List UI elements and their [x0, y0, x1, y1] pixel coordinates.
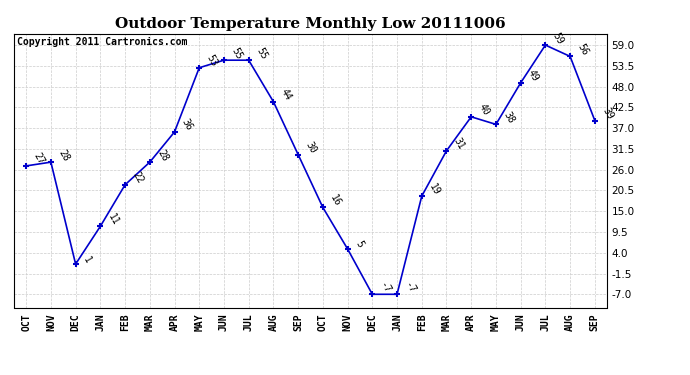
Text: 11: 11 — [106, 212, 121, 227]
Text: 31: 31 — [452, 136, 466, 152]
Title: Outdoor Temperature Monthly Low 20111006: Outdoor Temperature Monthly Low 20111006 — [115, 17, 506, 31]
Text: 28: 28 — [155, 148, 170, 163]
Text: 36: 36 — [180, 117, 195, 132]
Text: 38: 38 — [502, 110, 516, 125]
Text: 27: 27 — [32, 152, 46, 166]
Text: Copyright 2011 Cartronics.com: Copyright 2011 Cartronics.com — [17, 36, 187, 46]
Text: 5: 5 — [353, 240, 365, 250]
Text: -7: -7 — [378, 280, 393, 295]
Text: 53: 53 — [205, 53, 219, 68]
Text: 56: 56 — [575, 42, 590, 57]
Text: 28: 28 — [57, 148, 71, 163]
Text: 40: 40 — [477, 102, 491, 117]
Text: 55: 55 — [230, 46, 244, 61]
Text: 55: 55 — [254, 46, 269, 61]
Text: 30: 30 — [304, 140, 318, 155]
Text: 1: 1 — [81, 255, 92, 265]
Text: 59: 59 — [551, 30, 566, 46]
Text: 44: 44 — [279, 87, 293, 102]
Text: 49: 49 — [526, 68, 541, 84]
Text: 39: 39 — [600, 106, 615, 121]
Text: 19: 19 — [427, 182, 442, 197]
Text: 16: 16 — [328, 193, 343, 208]
Text: 22: 22 — [130, 170, 145, 185]
Text: -7: -7 — [402, 280, 417, 295]
